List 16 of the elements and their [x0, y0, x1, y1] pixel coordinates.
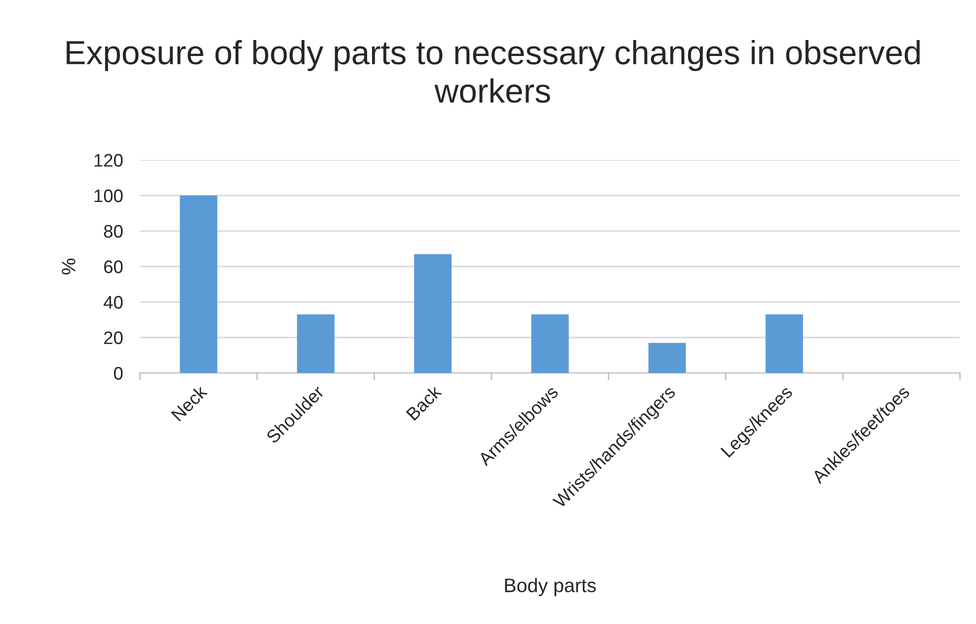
y-tick-label: 120	[94, 154, 123, 167]
y-tick-label: 80	[104, 224, 123, 238]
y-tick-label: 0	[114, 366, 123, 380]
bar	[766, 314, 804, 373]
y-tick-label: 100	[94, 189, 123, 202]
y-tick-label: 20	[104, 331, 123, 344]
bar	[414, 254, 452, 373]
bar	[296, 314, 334, 373]
bar	[531, 314, 569, 373]
chart-title: Exposure of body parts to necessary changes in observed workers	[66, 40, 920, 103]
y-tick-label: 40	[104, 296, 123, 309]
bar	[180, 196, 218, 373]
bar	[648, 342, 686, 373]
y-tick-label: 60	[104, 260, 123, 274]
x-axis-title: Body parts	[505, 578, 596, 596]
y-axis-title: %	[62, 258, 76, 274]
